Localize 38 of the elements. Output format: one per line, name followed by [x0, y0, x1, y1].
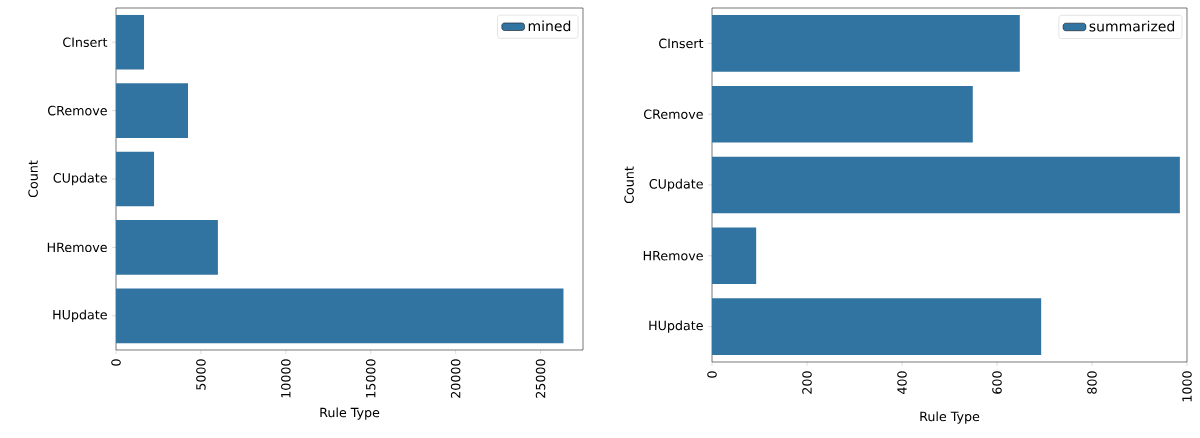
x-axis-title: Rule Type: [320, 407, 380, 420]
bar: [712, 227, 757, 285]
x-tick-label: 10000: [281, 359, 291, 398]
x-tick-label: 0: [111, 359, 121, 366]
x-tick-label: 25000: [535, 359, 546, 398]
y-tick-label: CInsert: [63, 37, 108, 47]
x-tick-label: 800: [1087, 371, 1097, 394]
y-tick-label: HUpdate: [53, 309, 107, 322]
legend-label: summarized: [1089, 20, 1175, 32]
y-tick-label: CUpdate: [649, 178, 703, 192]
y-axis-title: Count: [28, 160, 38, 198]
x-tick-label: 20000: [450, 359, 461, 398]
x-tick-label: 200: [802, 371, 812, 394]
bar: [712, 15, 1020, 72]
bar: [116, 151, 155, 207]
y-tick-label: CUpdate: [53, 172, 107, 186]
x-tick-label: 0: [707, 371, 717, 378]
bar: [116, 288, 564, 344]
y-tick-label: CRemove: [643, 109, 703, 119]
legend-label: mined: [528, 20, 571, 32]
y-axis-title: Count: [624, 166, 634, 204]
x-tick-label: 5000: [196, 359, 206, 390]
y-tick-label: HRemove: [47, 242, 107, 253]
bar: [116, 220, 218, 275]
x-tick-label: 15000: [365, 359, 376, 398]
bar: [712, 298, 1042, 355]
x-tick-label: 400: [897, 371, 907, 395]
y-tick-label: HUpdate: [649, 320, 703, 333]
x-axis-title: Rule Type: [920, 411, 980, 424]
y-tick-label: CInsert: [659, 38, 704, 49]
bar: [116, 14, 145, 70]
y-tick-label: CRemove: [47, 105, 107, 116]
y-tick-label: HRemove: [643, 251, 703, 261]
bar: [116, 83, 189, 138]
bar: [712, 85, 973, 143]
x-tick-label: 600: [992, 371, 1002, 394]
bar: [712, 156, 1180, 214]
x-tick-label: 1000: [1182, 371, 1192, 402]
